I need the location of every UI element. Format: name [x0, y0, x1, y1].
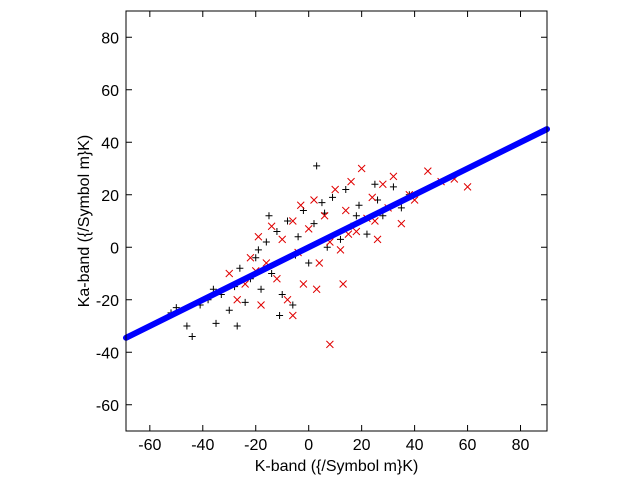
- y-tick-label: 60: [101, 83, 119, 100]
- axis-ticks: -60 -40 -20 0 20 40 60 80 -60 -40 -20 0 20 40 60 80: [96, 11, 547, 454]
- data-point-x: [288, 217, 297, 225]
- data-point-plus: [212, 319, 220, 327]
- plot-frame: [125, 10, 548, 432]
- data-point-plus: [389, 183, 397, 191]
- data-point-plus: [257, 285, 265, 293]
- x-tick-label: -20: [244, 437, 267, 454]
- data-point-x: [339, 280, 347, 288]
- data-point-x: [347, 177, 355, 186]
- y-axis-label: Ka-band ({/Symbol m}K): [76, 135, 93, 308]
- data-point-x: [315, 259, 324, 267]
- data-point-plus: [268, 270, 276, 277]
- data-point-plus: [310, 220, 318, 228]
- data-point-x: [357, 164, 366, 173]
- y-tick-label: -40: [96, 345, 119, 362]
- data-point-plus: [336, 235, 344, 243]
- data-point-x: [373, 235, 382, 244]
- y-tick-label: 80: [101, 30, 119, 47]
- data-point-plus: [225, 306, 233, 314]
- x-tick-label: 60: [459, 437, 477, 454]
- data-point-x: [246, 253, 255, 262]
- data-point-plus: [183, 322, 191, 330]
- data-point-x: [463, 183, 472, 191]
- y-tick-label: -20: [96, 293, 119, 310]
- data-point-plus: [305, 259, 313, 267]
- fit-line: [123, 126, 550, 341]
- data-point-x: [331, 185, 340, 194]
- data-point-plus: [241, 298, 249, 306]
- data-point-x: [341, 206, 350, 215]
- x-tick-label: 20: [353, 437, 371, 454]
- data-point-x: [304, 225, 313, 233]
- data-point-plus: [233, 322, 241, 330]
- data-point-x: [257, 301, 265, 309]
- data-point-x: [352, 227, 361, 236]
- series-dot: [123, 126, 550, 341]
- data-point-x: [278, 235, 287, 244]
- data-point-plus: [273, 228, 281, 235]
- data-point-plus: [284, 217, 292, 225]
- data-point-x: [312, 285, 321, 294]
- x-tick-label: 80: [512, 437, 530, 454]
- x-tick-label: 0: [304, 437, 313, 454]
- data-point-plus: [236, 264, 244, 272]
- data-point-plus: [313, 162, 321, 170]
- data-point-x: [288, 311, 297, 320]
- data-point-x: [397, 219, 406, 228]
- x-tick-label: 40: [406, 437, 424, 454]
- data-point-x: [296, 201, 305, 210]
- data-point-x: [320, 211, 329, 220]
- data-point-x: [378, 180, 387, 189]
- data-point-plus: [318, 199, 326, 207]
- data-point-x: [423, 167, 432, 175]
- data-point-plus: [276, 312, 284, 319]
- data-point-plus: [289, 301, 297, 309]
- data-point-plus: [397, 204, 405, 212]
- data-point-plus: [355, 201, 363, 209]
- x-axis-label: K-band ({/Symbol m}K): [255, 458, 419, 475]
- data-point-plus: [252, 254, 260, 262]
- data-point-x: [336, 246, 345, 254]
- data-point-x: [273, 274, 281, 283]
- y-tick-label: -60: [96, 398, 119, 415]
- data-point-x: [368, 193, 377, 202]
- data-point-x: [233, 295, 242, 304]
- y-tick-label: 20: [101, 188, 119, 205]
- data-point-x: [283, 295, 292, 304]
- data-point-plus: [188, 333, 196, 340]
- data-point-plus: [329, 193, 337, 201]
- x-tick-label: -60: [138, 437, 161, 454]
- y-tick-label: 40: [101, 135, 119, 152]
- data-point-x: [254, 232, 263, 241]
- x-tick-label: -40: [191, 437, 214, 454]
- y-tick-label: 0: [110, 240, 119, 257]
- data-point-x: [310, 196, 318, 204]
- data-point-x: [299, 280, 308, 288]
- data-point-plus: [254, 246, 262, 254]
- data-point-x: [326, 340, 334, 349]
- data-point-plus: [342, 186, 350, 193]
- data-point-x: [225, 269, 234, 278]
- data-point-plus: [278, 291, 286, 298]
- data-point-x: [267, 222, 276, 231]
- data-point-plus: [265, 212, 273, 220]
- plot-area: [123, 126, 550, 349]
- data-point-x: [389, 172, 398, 181]
- data-point-plus: [371, 180, 379, 188]
- data-point-plus: [363, 230, 371, 238]
- data-point-plus: [352, 212, 360, 220]
- series-x: [225, 164, 472, 349]
- data-point-plus: [262, 238, 270, 246]
- data-point-plus: [294, 233, 302, 241]
